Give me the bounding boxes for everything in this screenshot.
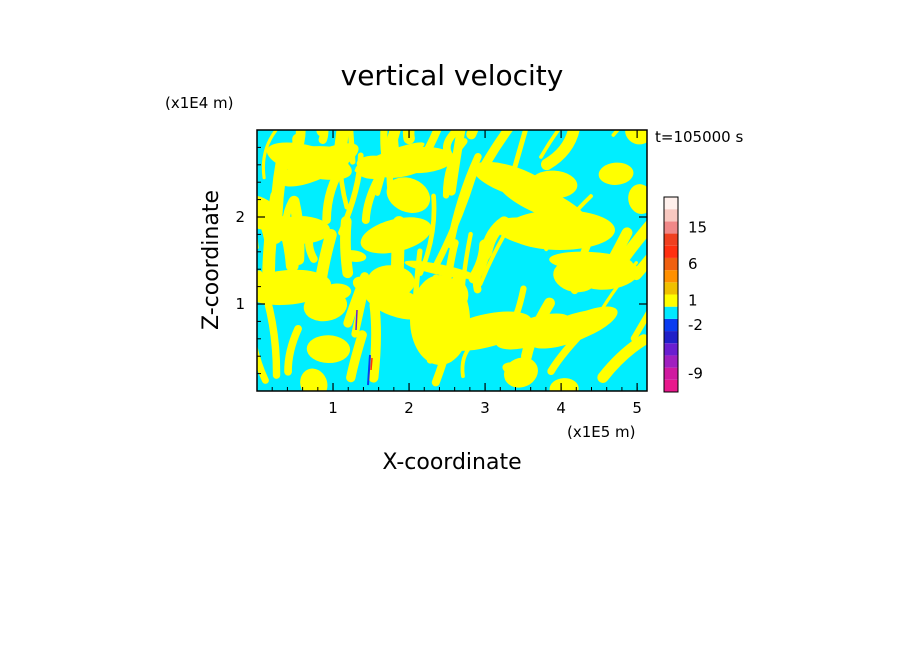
colorbar: -9 -2 1 6 15 [663, 196, 707, 393]
field-blob [505, 210, 615, 250]
field-streak [368, 300, 381, 383]
colorbar-label: -9 [688, 365, 703, 383]
field-blob [306, 335, 351, 364]
field-blob [504, 357, 538, 388]
field-blob [495, 313, 572, 350]
y-axis-ticks: 12 [235, 146, 647, 375]
x-axis-label: X-coordinate [382, 450, 521, 475]
field-blob [386, 177, 431, 213]
field-streak [433, 172, 477, 269]
field-blob [625, 130, 647, 145]
y-tick-label: 2 [235, 208, 245, 226]
field-streak [631, 253, 647, 281]
field-blob [321, 283, 352, 301]
field-blob [355, 162, 387, 180]
colorbar-frame [663, 196, 679, 393]
colorbar-swatch [664, 379, 678, 392]
x-tick-label: 1 [328, 399, 338, 417]
plot-area [256, 129, 648, 392]
field-blob [549, 378, 579, 391]
colorbar-swatch [664, 257, 678, 271]
x-axis-unit: (x1E5 m) [567, 423, 636, 441]
colorbar-swatch [664, 331, 678, 344]
colorbar-swatch [664, 270, 678, 283]
field-blob [341, 250, 367, 262]
field-speck [367, 354, 371, 386]
field-streak [351, 285, 369, 338]
field-streak [257, 232, 259, 250]
field-blob [549, 251, 633, 272]
field-streak [346, 330, 367, 383]
field-blob [352, 276, 373, 292]
field-streak [611, 130, 621, 137]
x-tick-label: 5 [632, 399, 642, 417]
y-axis-label: Z-coordinate [199, 190, 224, 330]
field-blob [404, 260, 478, 279]
field-streak [261, 130, 278, 180]
x-axis-ticks: 1 2 3 4 5 [271, 130, 642, 417]
colorbar-swatch [664, 367, 678, 380]
colorbar-swatch [664, 282, 678, 295]
field-streak [284, 324, 302, 376]
y-axis-unit: (x1E4 m) [165, 94, 234, 112]
field-streak [361, 174, 383, 225]
field-streak [380, 130, 389, 163]
field-streak [442, 138, 468, 199]
colorbar-swatch [664, 233, 678, 246]
field-streak [511, 130, 528, 173]
field-streak [630, 309, 647, 342]
plot-frame [256, 129, 648, 392]
field-blob [410, 275, 470, 365]
colorbar-label: 15 [688, 218, 707, 236]
colorbar-swatch [664, 197, 678, 210]
x-tick-label: 3 [480, 399, 490, 417]
field-blob [387, 146, 454, 174]
colorbar-label: 6 [688, 255, 698, 273]
colorbar-swatch [664, 355, 678, 368]
field-streak [472, 252, 491, 294]
x-tick-label: 4 [556, 399, 566, 417]
colorbar-swatch [664, 306, 678, 319]
field-blob [300, 368, 328, 391]
colorbar-swatch [664, 294, 678, 307]
field-bands [257, 130, 647, 391]
field-streak [257, 344, 269, 384]
field-streak [597, 334, 647, 383]
field-blob [360, 217, 432, 254]
colorbar-swatch [664, 343, 678, 356]
field-blob [270, 216, 330, 244]
x-tick-label: 2 [404, 399, 414, 417]
colorbar-swatch [664, 318, 678, 332]
colorbar-label: 1 [688, 292, 698, 310]
field-streak [262, 189, 283, 284]
field-speck [355, 309, 358, 331]
chart-title: vertical velocity [341, 59, 564, 92]
field-blob [367, 265, 415, 298]
colorbar-label: -2 [688, 316, 703, 334]
colorbar-swatch [664, 209, 678, 222]
field-streak [540, 130, 580, 171]
time-label: t=105000 s [655, 128, 743, 146]
field-blob [598, 162, 634, 185]
field-streak [340, 216, 354, 279]
field-blob [257, 269, 332, 306]
y-tick-label: 1 [235, 295, 245, 313]
field-speck [370, 357, 373, 371]
colorbar-swatch [664, 221, 678, 234]
colorbar-swatch [664, 245, 678, 258]
field-streak [478, 234, 506, 287]
field-blob [280, 143, 359, 187]
field-streak [318, 130, 329, 144]
